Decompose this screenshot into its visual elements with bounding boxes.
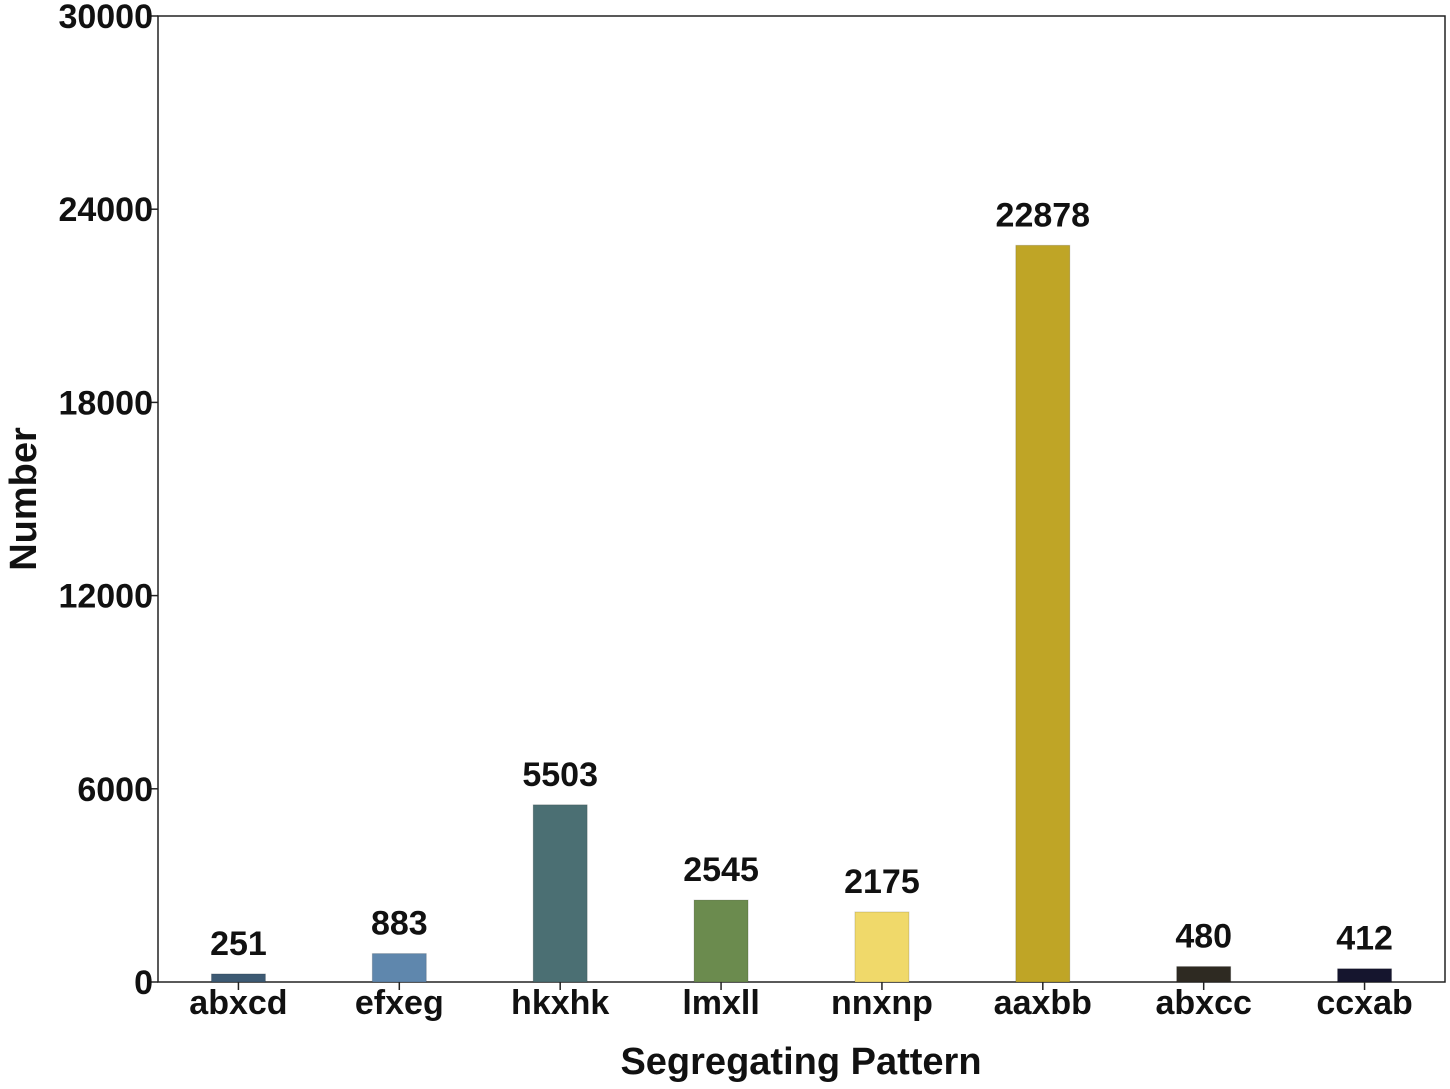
- bar: [532, 804, 588, 983]
- bar-value-label: 883: [371, 905, 428, 943]
- y-tick-label: 6000: [77, 771, 153, 809]
- x-tick-label: aaxbb: [994, 984, 1092, 1022]
- y-tick-label: 0: [134, 964, 153, 1002]
- x-axis: abxcd efxeg hkxhk lmxll nnxnp aaxbb abxcc ccxab: [189, 982, 1413, 1022]
- y-tick-label: 18000: [58, 384, 153, 422]
- bar: [1337, 968, 1393, 983]
- x-tick-label: nnxnp: [831, 984, 933, 1022]
- y-axis: 0 6000 12000 18000 24000 30000: [58, 0, 158, 1002]
- bar: [693, 899, 749, 983]
- x-tick-label: efxeg: [355, 984, 444, 1022]
- x-tick-label: ccxab: [1316, 984, 1412, 1022]
- bar-value-label: 2175: [844, 863, 920, 901]
- bar: [1176, 966, 1232, 983]
- bar-value-label: 412: [1336, 920, 1393, 958]
- x-tick-label: abxcc: [1155, 984, 1251, 1022]
- x-axis-title: Segregating Pattern: [620, 1041, 981, 1083]
- bar: [1015, 244, 1071, 983]
- x-tick-label: lmxll: [682, 984, 759, 1022]
- y-tick-label: 30000: [58, 0, 153, 36]
- bar-value-label: 22878: [996, 196, 1091, 234]
- bar-value-label: 251: [210, 925, 267, 963]
- bar: [210, 973, 266, 983]
- bar: [854, 911, 910, 983]
- bar-value-label: 2545: [683, 851, 759, 889]
- x-tick-label: hkxhk: [511, 984, 609, 1022]
- bars-group: 251 883 5503 2545 2175 22878 480 412: [210, 196, 1393, 983]
- y-axis-title: Number: [3, 427, 45, 571]
- bar-value-label: 5503: [522, 756, 598, 794]
- x-tick-label: abxcd: [189, 984, 287, 1022]
- plot-frame: [157, 15, 1446, 983]
- bar-value-label: 480: [1175, 918, 1232, 956]
- bar: [371, 953, 427, 983]
- y-tick-label: 12000: [58, 578, 153, 616]
- y-tick-label: 24000: [58, 191, 153, 229]
